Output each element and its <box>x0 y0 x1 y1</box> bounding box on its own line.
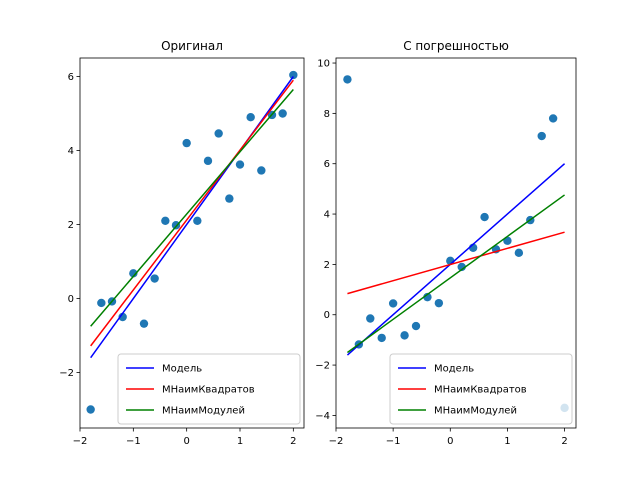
subplot-2: С погрешностью −2 −1 0 1 2 −4 −2 0 2 4 6 8 10 Модель МН… <box>315 39 577 447</box>
data-point <box>434 298 444 308</box>
data-point <box>278 109 287 118</box>
y-tick-label: 6 <box>68 72 74 83</box>
plot-area <box>86 70 298 414</box>
x-tick-label: −1 <box>386 436 401 447</box>
axes-frame <box>335 57 577 429</box>
data-point <box>457 262 466 272</box>
x-tick-label: 1 <box>237 436 243 447</box>
data-point <box>289 70 298 80</box>
data-point <box>480 212 489 222</box>
data-point <box>388 299 398 308</box>
legend-label: МНаимКвадратов <box>162 385 255 396</box>
series-line-2 <box>90 79 294 347</box>
data-point <box>411 321 421 331</box>
legend: Модель МНаимКвадратов МНаимМодулей <box>389 353 573 425</box>
plot-area <box>343 75 569 413</box>
x-tick-label: 1 <box>504 436 510 447</box>
data-point <box>150 274 159 283</box>
y-tick-label: 4 <box>68 146 74 157</box>
data-point <box>537 131 546 141</box>
subplot-1: Оригинал −2 −1 0 1 2 −2 0 2 4 6 Модель МНаимКвадрато… <box>59 39 305 447</box>
x-tick-label: 0 <box>447 436 453 447</box>
series-line-2 <box>347 231 565 295</box>
data-point <box>257 166 266 175</box>
series-line-1 <box>346 163 566 356</box>
x-tick-label: −2 <box>329 436 344 447</box>
legend-label: Модель <box>162 364 202 375</box>
y-tick-label: 2 <box>324 260 330 271</box>
data-point <box>366 314 375 323</box>
data-point <box>377 333 386 343</box>
data-point <box>246 113 255 122</box>
y-tick-label: 8 <box>324 109 330 120</box>
legend-box <box>117 353 301 425</box>
legend-label: Модель <box>434 364 474 375</box>
data-point <box>86 405 95 414</box>
legend-label: МНаимМодулей <box>434 406 517 417</box>
data-point <box>235 160 245 169</box>
x-tick-label: −2 <box>73 436 88 447</box>
data-point <box>118 312 127 322</box>
data-point <box>203 156 213 166</box>
legend-box <box>389 353 573 425</box>
legend-label: МНаимМодулей <box>162 406 245 417</box>
data-point <box>214 129 223 138</box>
data-point <box>182 138 191 148</box>
y-tick-label: −2 <box>59 368 74 379</box>
data-point <box>514 248 524 258</box>
x-tick-label: 0 <box>183 436 189 447</box>
y-tick-label: 2 <box>68 220 74 231</box>
x-tick-label: 2 <box>561 436 567 447</box>
data-point <box>129 269 138 278</box>
y-tick-label: 0 <box>68 294 74 305</box>
x-tick-label: 2 <box>290 436 296 447</box>
series-line-3 <box>346 194 566 354</box>
plot-title: Оригинал <box>161 39 223 53</box>
data-point <box>400 331 409 340</box>
y-tick-label: 6 <box>324 159 330 170</box>
y-tick-label: 4 <box>324 210 330 221</box>
y-tick-label: 10 <box>317 59 330 70</box>
data-point <box>139 319 149 328</box>
y-tick-label: −2 <box>315 361 330 372</box>
data-point <box>343 75 352 84</box>
data-point <box>225 194 234 203</box>
data-point <box>97 298 106 308</box>
data-point <box>548 114 558 123</box>
y-tick-label: 0 <box>324 310 330 321</box>
series-line-3 <box>90 88 294 327</box>
plot-title: С погрешностью <box>403 39 509 53</box>
legend: Модель МНаимКвадратов МНаимМодулей <box>117 353 301 425</box>
data-point <box>423 292 432 302</box>
y-tick-label: −4 <box>315 411 330 422</box>
legend-label: МНаимКвадратов <box>434 385 527 396</box>
axes-frame <box>79 57 305 429</box>
data-point <box>161 216 170 225</box>
x-tick-label: −1 <box>126 436 141 447</box>
data-point <box>193 216 202 225</box>
series-line-1 <box>90 76 294 359</box>
